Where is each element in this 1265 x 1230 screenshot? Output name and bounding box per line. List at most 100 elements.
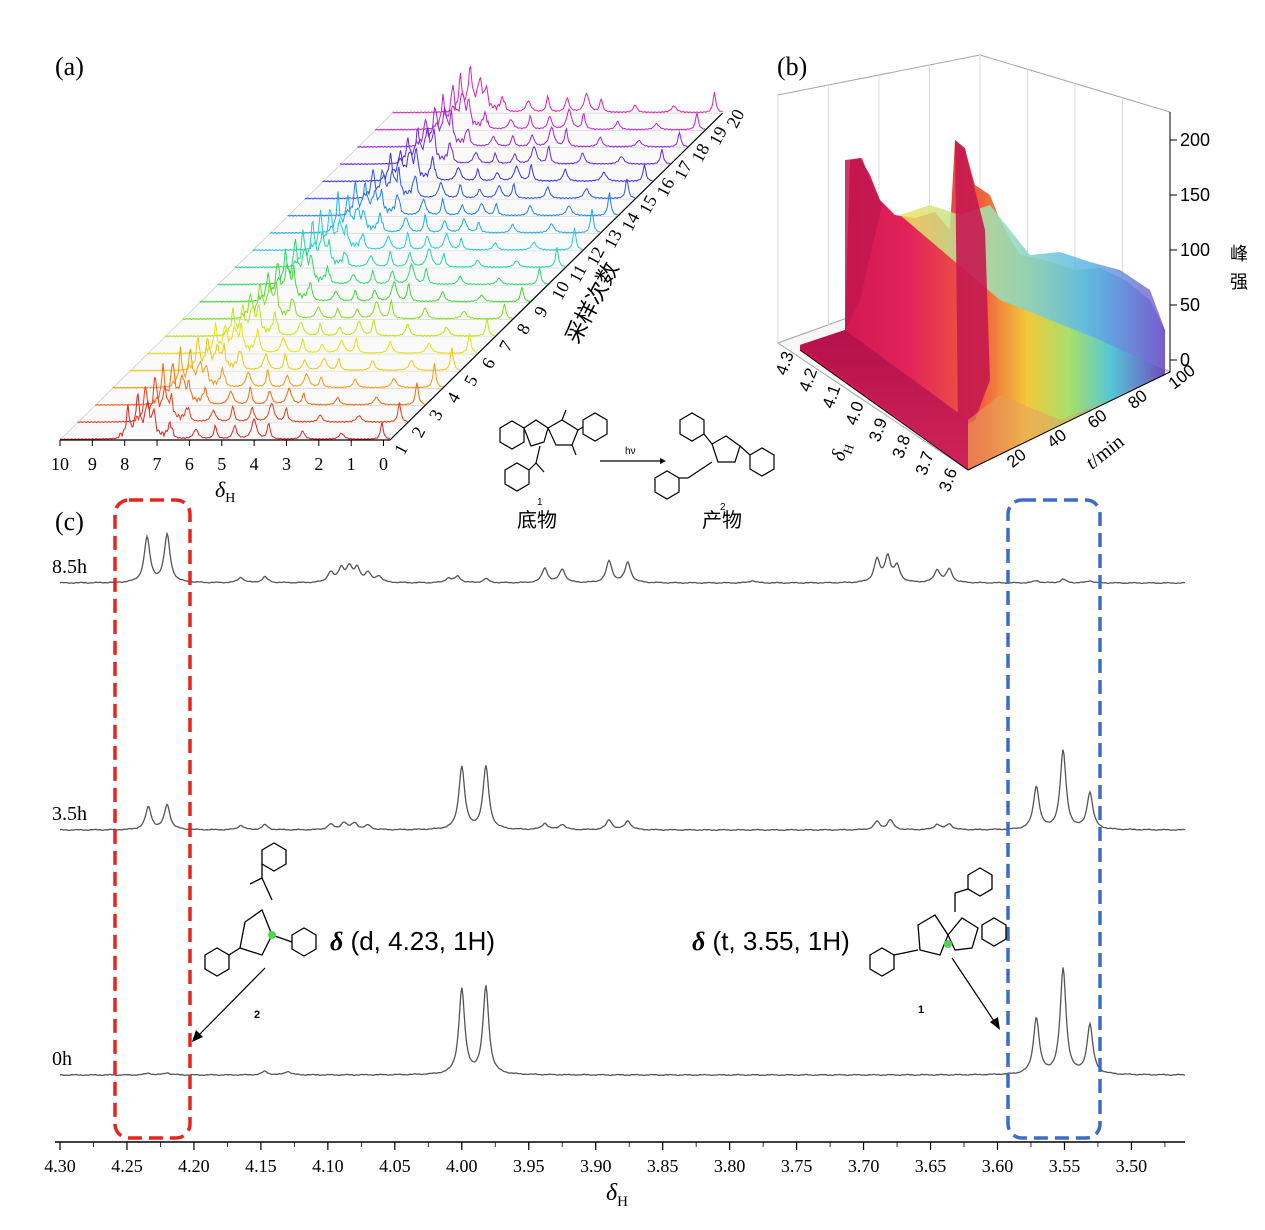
panel-a-depth-tick-label: 7 xyxy=(495,337,517,354)
panel-a-depth-axis xyxy=(389,112,723,441)
panel-a: (a) 10 9 8 7 6 5 4 3 2 1 0 12345678910111213141516… xyxy=(51,52,748,506)
compound-2-number: 2 xyxy=(254,1009,260,1021)
panel-b-x-tick-label: 3.6 xyxy=(935,466,961,495)
panel-a-spectrum xyxy=(339,126,671,166)
panel-a-spectrum xyxy=(252,208,583,252)
x-tick-label: 3.55 xyxy=(1049,1156,1081,1176)
panel-c-label: (c) xyxy=(55,507,84,536)
spectrum-trace xyxy=(59,749,1186,832)
panel-a-spectrum xyxy=(182,281,513,321)
panel-a-spectrum xyxy=(374,85,706,131)
x-tick-label: 4.05 xyxy=(379,1156,411,1176)
panel-a-x-label-sub: H xyxy=(225,491,235,506)
spectrum-label: 8.5h xyxy=(52,556,87,578)
x-tick-label: 4.20 xyxy=(178,1156,210,1176)
x-tick-label: 3.65 xyxy=(915,1156,947,1176)
annotation-right-delta: δ xyxy=(692,927,705,956)
panel-b-x-tick-label: 4.2 xyxy=(795,366,821,395)
panel-b-z-tick-label: 200 xyxy=(1180,130,1210,150)
panel-a-depth-tick-label: 2 xyxy=(407,423,429,440)
panel-a-spectrum xyxy=(217,238,548,286)
panel-a-traces xyxy=(59,65,723,441)
panel-b-ridge-right xyxy=(955,140,990,430)
panel-a-spectrum xyxy=(129,336,461,372)
reaction-arrow-label: hν xyxy=(625,446,636,457)
panel-a-depth-tick-label: 20 xyxy=(722,106,748,131)
panel-a-spectrum xyxy=(269,191,601,235)
compound-2-arrowhead xyxy=(192,1030,203,1042)
panel-a-spectrum xyxy=(287,180,618,217)
panel-a-spectrum xyxy=(94,363,426,407)
panel-a-depth-tick-label: 5 xyxy=(460,372,482,389)
panel-b: (b) xyxy=(772,52,1248,494)
panel-b-x-tick-label: 4.1 xyxy=(818,382,844,411)
panel-a-x-label: δH xyxy=(215,477,235,506)
spectrum-trace xyxy=(59,967,1186,1077)
panel-b-x-axis xyxy=(799,349,969,471)
panel-a-x-label-main: δ xyxy=(215,477,226,502)
panel-b-front-face xyxy=(800,330,968,470)
panel-a-x-tick-label: 1 xyxy=(347,454,356,474)
x-tick-label: 4.15 xyxy=(245,1156,277,1176)
panel-c-x-ticks: 4.30 4.25 4.20 4.15 4.10 4.05 4.00 3.95 3.90 3.85… xyxy=(44,1142,1166,1176)
blue-highlight-box xyxy=(1006,498,1102,1140)
panel-a-x-tick-label: 6 xyxy=(185,454,194,474)
substrate-label: 底物 xyxy=(517,509,557,532)
panel-a-x-tick-label: 7 xyxy=(153,454,162,474)
x-tick-label: 3.70 xyxy=(848,1156,880,1176)
panel-c-x-label-sub: H xyxy=(617,1194,628,1210)
panel-b-z-ticks: 0 50 100 150 200 xyxy=(1169,112,1210,372)
x-tick-label: 3.50 xyxy=(1116,1156,1148,1176)
x-tick-label: 4.25 xyxy=(111,1156,143,1176)
compound-2-structure xyxy=(204,842,317,977)
substrate-number: 1 xyxy=(537,497,543,508)
panel-a-spectrum xyxy=(357,106,688,148)
x-tick-label: 4.10 xyxy=(312,1156,344,1176)
panel-b-front-right xyxy=(968,372,1165,470)
panel-a-x-tick-label: 5 xyxy=(217,454,226,474)
panel-c-traces xyxy=(59,531,1186,1077)
spectrum-label: 3.5h xyxy=(52,803,87,825)
panel-b-surface xyxy=(800,140,1165,470)
panel-b-x-tick-label: 4.0 xyxy=(842,399,868,428)
panel-a-spectrum xyxy=(235,220,566,269)
panel-c: (c) 8.5h 3.5h 0h 4.30 4.25 4.20 4.15 4.10 4.05 4… xyxy=(44,498,1186,1210)
panel-b-z-label-2: 强 xyxy=(1230,272,1248,292)
panel-a-depth-tick-label: 9 xyxy=(530,303,552,320)
panel-a-x-tick-label: 2 xyxy=(314,454,323,474)
product-structure xyxy=(654,412,775,500)
panel-a-x-tick-label: 9 xyxy=(88,454,97,474)
panel-a-x-ticks: 10 9 8 7 6 5 4 3 2 1 0 xyxy=(51,439,390,474)
substrate-structure xyxy=(499,409,608,492)
panel-b-t-label: t/min xyxy=(1082,431,1129,474)
x-tick-label: 3.75 xyxy=(781,1156,813,1176)
panel-a-spectrum xyxy=(59,393,391,441)
panel-a-depth-tick-label: 6 xyxy=(477,355,499,372)
panel-a-spectrum xyxy=(392,65,723,114)
compound-1-structure xyxy=(869,867,1007,977)
panel-b-x-tick-label: 3.7 xyxy=(912,449,938,478)
panel-a-depth-tick-label: 8 xyxy=(512,320,534,337)
panel-b-x-tick-label: 3.8 xyxy=(888,432,914,461)
panel-a-x-tick-label: 8 xyxy=(120,454,129,474)
x-tick-label: 4.00 xyxy=(446,1156,478,1176)
panel-a-x-tick-label: 0 xyxy=(379,454,388,474)
panel-a-spectrum xyxy=(304,166,635,200)
panel-a-depth-tick-label: 4 xyxy=(442,389,464,406)
reaction-scheme: 1 hν 2 底物 产物 xyxy=(499,409,775,532)
annotation-left: δ (d, 4.23, 1H) xyxy=(330,926,495,956)
x-tick-label: 3.85 xyxy=(647,1156,679,1176)
panel-a-depth-tick-label: 3 xyxy=(425,406,447,423)
panel-c-x-label-main: δ xyxy=(606,1180,618,1206)
panel-b-z-tick-label: 50 xyxy=(1180,295,1200,315)
panel-b-z-tick-label: 100 xyxy=(1180,240,1210,260)
x-tick-label: 3.60 xyxy=(982,1156,1014,1176)
panel-a-spectrum xyxy=(164,303,496,338)
red-highlight-box xyxy=(113,498,192,1140)
panel-a-x-tick-label: 4 xyxy=(250,454,259,474)
spectrum-label: 0h xyxy=(52,1048,72,1070)
x-tick-label: 4.30 xyxy=(44,1156,76,1176)
panel-a-spectrum xyxy=(199,262,531,303)
spectrum-trace xyxy=(59,531,1186,585)
